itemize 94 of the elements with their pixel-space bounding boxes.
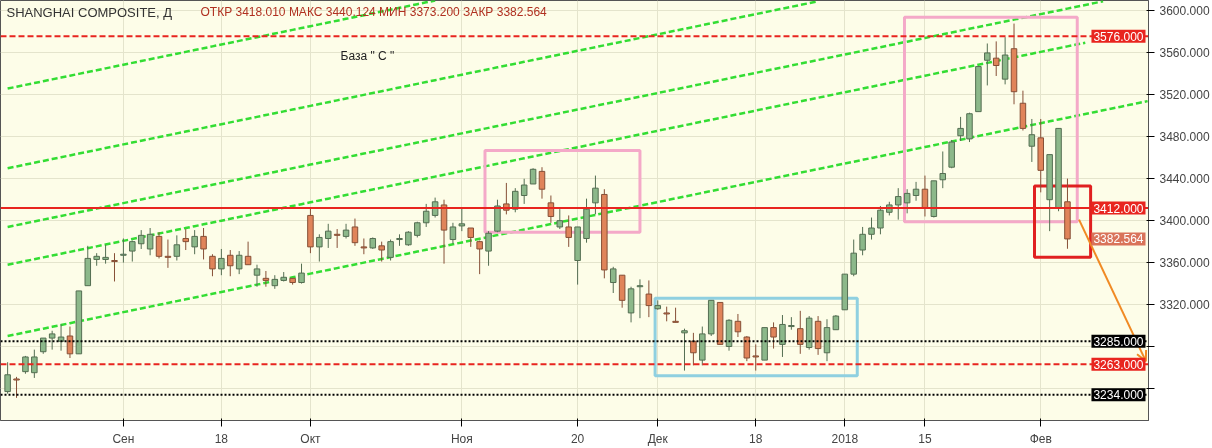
candlestick (868, 217, 875, 241)
ref-line-label: 3263.000 (1093, 357, 1144, 372)
line-series (6, 99, 1149, 338)
candlestick (1028, 118, 1036, 163)
candlestick (200, 227, 207, 260)
candlestick (422, 203, 430, 228)
candlestick (485, 230, 492, 267)
candlestick (13, 376, 20, 399)
candlestick (476, 240, 483, 275)
candlestick (316, 233, 323, 263)
candlestick (992, 40, 1000, 77)
candlestick (894, 187, 902, 221)
candlestick (797, 310, 804, 355)
ref-line-label: 3576.000 (1093, 29, 1144, 44)
x-tick-label: Окт (300, 431, 322, 446)
y-tick-label: 3360.000 (1159, 256, 1210, 271)
candlestick (378, 241, 385, 263)
candlestick (66, 326, 74, 359)
candlestick (191, 229, 198, 255)
candlestick (146, 227, 154, 256)
candlestick (218, 248, 225, 276)
candlestick (57, 323, 65, 352)
candlestick (48, 330, 56, 351)
x-tick-label: 2018 (831, 431, 859, 446)
y-tick-label: 3320.000 (1159, 298, 1210, 313)
candlestick (556, 208, 564, 230)
candlestick (111, 252, 118, 282)
candlestick (636, 278, 644, 319)
candlestick (235, 250, 243, 275)
candlestick (458, 207, 466, 232)
candlestick (645, 279, 653, 318)
candlestick (351, 218, 359, 247)
candlestick (538, 166, 546, 200)
candlestick (182, 228, 190, 251)
candlestick (592, 175, 599, 215)
y-tick-label: 3520.000 (1159, 88, 1210, 103)
candlestick (609, 266, 617, 294)
candlestick (324, 223, 332, 249)
candlestick (120, 237, 127, 264)
y-tick-label: 3600.000 (1159, 4, 1210, 19)
candlestick (859, 226, 866, 256)
ref-line-label: 3285.000 (1093, 334, 1144, 349)
candlestick (209, 253, 216, 277)
x-tick-label: 15 (918, 431, 932, 446)
candlestick (877, 205, 884, 235)
candlestick (102, 244, 109, 265)
x-tick-label: 20 (570, 431, 585, 446)
candlestick (770, 321, 777, 350)
candlestick (244, 241, 252, 266)
y-tick-label: 3560.000 (1159, 46, 1210, 61)
candlestick (333, 228, 341, 249)
x-tick-label: Ноя (450, 431, 473, 446)
y-tick-label: 3400.000 (1159, 214, 1210, 229)
x-tick-label: Дек (647, 431, 669, 446)
y-tick-label: 3440.000 (1159, 172, 1210, 187)
candlestick (467, 227, 474, 248)
candlestick (4, 361, 11, 395)
candlestick (512, 187, 519, 213)
x-tick-label: 18 (749, 431, 763, 446)
candlestick (850, 239, 857, 277)
candlestick (298, 263, 305, 285)
candlestick (31, 349, 38, 379)
candlestick (939, 150, 947, 189)
candlestick (957, 116, 964, 142)
candlestick (253, 264, 261, 288)
candlestick (565, 214, 572, 248)
candlestick (164, 239, 172, 269)
y-tick-label: 3480.000 (1159, 130, 1210, 145)
candlestick (690, 332, 697, 366)
ref-line-label: 3412.000 (1093, 201, 1144, 216)
x-tick-label: Сен (112, 431, 135, 446)
candlestick (903, 188, 911, 214)
ref-line-label: 3234.000 (1093, 388, 1144, 403)
chart-title: SHANGHAI COMPOSITE, Д (6, 4, 173, 20)
candlestick (387, 239, 394, 262)
annotation: База " С " (340, 48, 395, 63)
candlestick (449, 222, 457, 245)
candlestick (743, 335, 751, 362)
chart-subtitle: ОТКР 3418.010 МАКС 3440.124 МИН 3373.200 ЗАКР 3382.564 (200, 4, 548, 19)
x-tick-label: Фев (1029, 431, 1052, 446)
candlestick (520, 178, 528, 205)
candlestick (155, 231, 163, 259)
candlestick (752, 343, 759, 372)
annotation: 3382.564 (1093, 232, 1144, 247)
candlestick (360, 237, 368, 255)
candlestick (137, 229, 145, 250)
candlestick (984, 42, 991, 86)
candlestick (779, 314, 786, 358)
candlestick (681, 328, 688, 372)
candlestick (227, 249, 234, 277)
candlestick (262, 270, 270, 288)
x-tick-label: 18 (214, 431, 229, 446)
candlestick (173, 234, 181, 262)
line-series (6, 41, 1087, 266)
